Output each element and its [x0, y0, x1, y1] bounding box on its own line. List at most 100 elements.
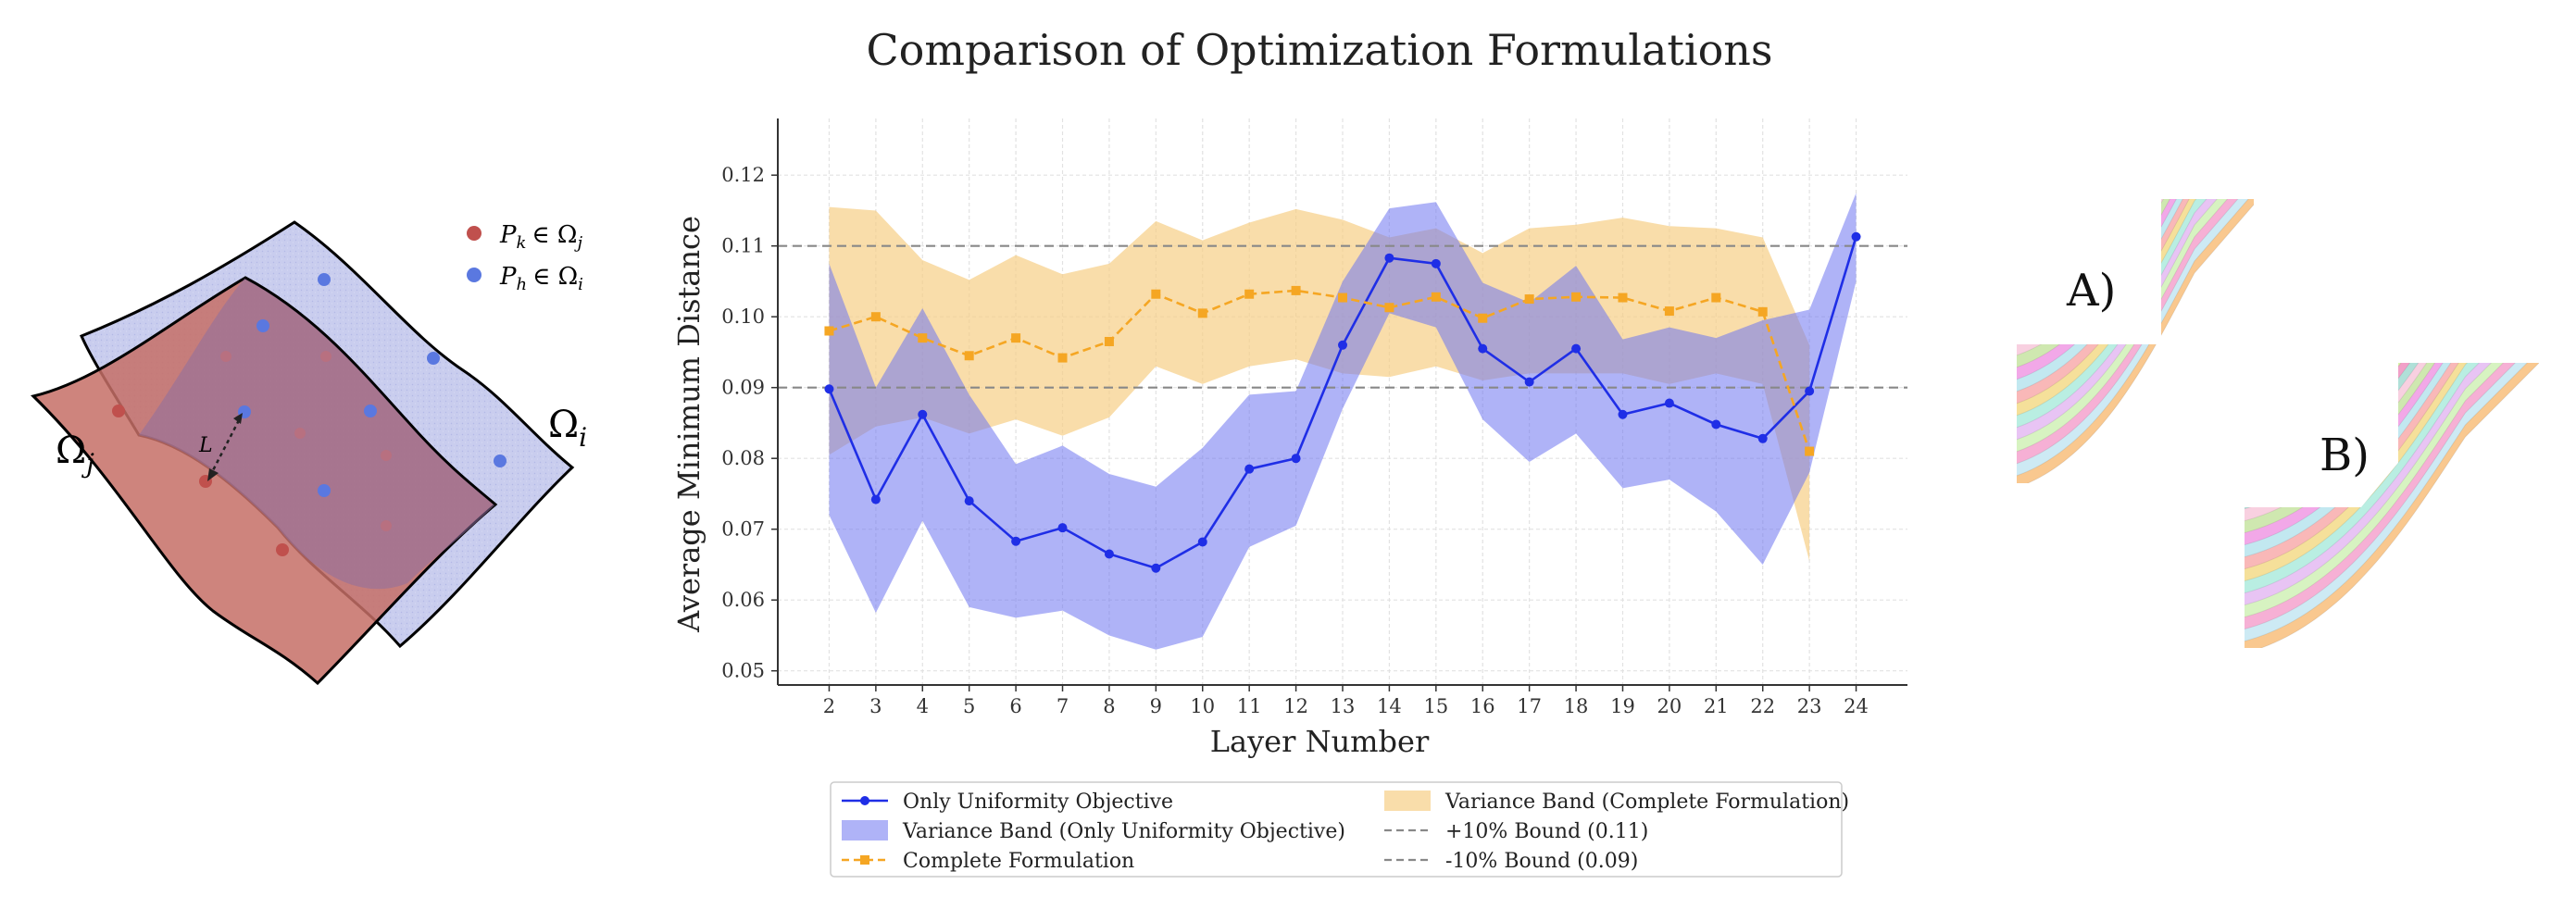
layer-stripe: [2207, 0, 2576, 334]
layer-stripe: [2245, 363, 2539, 455]
data-point: [870, 312, 881, 322]
distance-arrow: [209, 419, 241, 475]
data-point: [1197, 308, 1207, 318]
data-point: [1851, 231, 1861, 242]
data-point: [964, 496, 974, 506]
data-point: [1618, 409, 1628, 419]
layer-stripe: [2245, 363, 2539, 407]
arrow-head: [207, 468, 219, 481]
legend-blue-text: Ph ∈ Ωi: [499, 263, 583, 294]
layer-stripe: [2207, 0, 2576, 322]
x-tick-label: 11: [1237, 695, 1262, 717]
y-axis-label: Average Minimum Distance: [671, 216, 707, 633]
layer-illustrations: A) B): [1982, 0, 2576, 905]
data-point: [1664, 306, 1674, 317]
point-blue: [427, 352, 440, 365]
x-tick-label: 4: [917, 695, 929, 717]
layer-stripe: [2245, 363, 2539, 443]
surfaces-illustration: L Ωi Ωj Pk ∈ Ωj Ph ∈ Ωi: [0, 0, 667, 905]
layer-stripe: [2245, 363, 2539, 516]
legend-red-text: Pk ∈ Ωj: [499, 221, 583, 253]
data-point: [1478, 343, 1488, 354]
bound-lines: [778, 244, 1907, 389]
y-tick-label: 0.08: [721, 447, 765, 469]
layer-stripe: [1982, 0, 2291, 134]
layer-stripe: [2245, 363, 2539, 383]
legend: Only Uniformity Objective Variance Band (…: [830, 781, 1849, 878]
data-point: [1711, 293, 1721, 303]
data-point: [1011, 333, 1021, 343]
x-tick-label: 7: [1057, 695, 1069, 717]
point-blue: [318, 273, 331, 286]
data-point: [1151, 563, 1161, 573]
y-tick-label: 0.10: [721, 305, 765, 328]
x-tick-label: 5: [963, 695, 975, 717]
x-tick-label: 12: [1283, 695, 1308, 717]
layer-stripe: [2245, 363, 2539, 479]
layer-stripe: [2207, 0, 2576, 286]
legend-swatch: [1384, 791, 1431, 811]
legend-label: +10% Bound (0.11): [1445, 820, 1648, 843]
series-lines: [824, 231, 1861, 573]
overlap-edge: [244, 276, 496, 505]
data-point: [1571, 343, 1582, 354]
point-blue: [494, 454, 506, 467]
layer-stripe: [2017, 199, 2254, 219]
layer-stripe: [2017, 199, 2254, 292]
layer-stripe: [2017, 199, 2254, 255]
data-point: [1805, 386, 1815, 396]
x-tick-label: 21: [1704, 695, 1729, 717]
point-blue: [364, 405, 377, 417]
layer-stripe: [2017, 199, 2254, 328]
x-tick-label: 8: [1103, 695, 1115, 717]
layer-stripe: [2017, 199, 2254, 316]
x-tick-label: 17: [1517, 695, 1542, 717]
layer-stripe: [2017, 199, 2254, 352]
x-tick-label: 14: [1377, 695, 1402, 717]
point-red: [294, 428, 306, 439]
layer-stripe: [2017, 199, 2254, 364]
data-point: [870, 494, 881, 504]
layer-stripe: [1982, 0, 2291, 182]
distance-label: L: [198, 434, 213, 457]
point-red: [112, 405, 125, 417]
tick-labels: 0.050.060.070.080.090.100.110.122 3 4 5 6 7 8 9…: [721, 164, 1869, 717]
data-point: [1618, 293, 1628, 303]
data-point: [1478, 313, 1488, 323]
x-tick-label: 3: [869, 695, 882, 717]
x-tick-label: 10: [1190, 695, 1215, 717]
legend-label: Only Uniformity Objective: [903, 791, 1173, 814]
layer-stripe: [2207, 0, 2576, 274]
point-red: [381, 520, 392, 531]
variance-band: [829, 193, 1857, 650]
layer-stripe: [2017, 199, 2254, 340]
point-red: [220, 351, 231, 362]
shape-a: [1982, 0, 2291, 483]
data-point: [1104, 336, 1114, 346]
x-tick-label: 13: [1331, 695, 1356, 717]
x-tick-label: 15: [1423, 695, 1448, 717]
data-point: [1291, 285, 1301, 295]
legend-swatch: [842, 820, 888, 841]
legend-label: -10% Bound (0.09): [1445, 850, 1638, 873]
data-point: [1291, 454, 1301, 464]
legend-box: [830, 781, 1843, 878]
x-tick-label: 19: [1610, 695, 1635, 717]
x-tick-label: 16: [1470, 695, 1495, 717]
layer-stripe: [1982, 0, 2291, 98]
data-point: [1338, 293, 1347, 303]
data-point: [1057, 353, 1068, 363]
layer-stripe: [2207, 0, 2576, 346]
data-point: [1384, 303, 1394, 313]
x-tick-label: 22: [1750, 695, 1775, 717]
label-a: A): [2066, 265, 2116, 317]
layer-stripe: [2017, 199, 2254, 231]
data-point: [1057, 523, 1068, 533]
data-point: [1524, 294, 1534, 305]
data-point: [1711, 419, 1721, 430]
layer-stripe: [2207, 12, 2576, 358]
data-point: [1571, 292, 1582, 302]
layer-stripe: [1982, 0, 2291, 194]
y-tick-label: 0.11: [721, 235, 765, 257]
x-tick-label: 24: [1844, 695, 1869, 717]
